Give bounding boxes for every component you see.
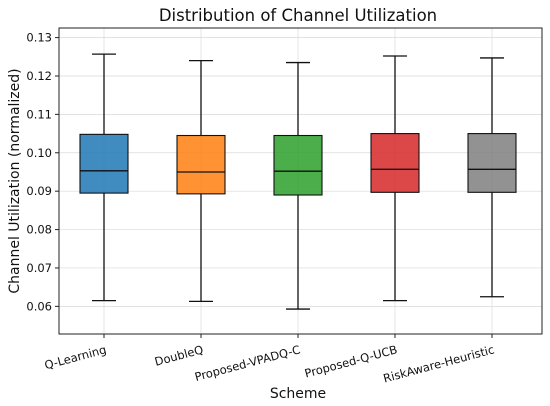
plot-frame	[58, 27, 543, 335]
x-tick-label: RiskAware-Heuristic	[382, 342, 496, 385]
box-iqr	[273, 134, 323, 196]
box-group	[176, 59, 226, 303]
x-tick-label: Q-Learning	[43, 342, 108, 372]
y-tick-label: 0.07	[26, 261, 52, 275]
y-tick-label: 0.10	[26, 146, 52, 160]
box-iqr	[79, 133, 129, 194]
chart-title: Distribution of Channel Utilization	[159, 6, 437, 25]
boxes-layer	[79, 53, 517, 310]
x-axis-label: Scheme	[270, 386, 326, 402]
y-tick-label: 0.06	[26, 299, 52, 313]
x-tick-label: DoubleQ	[153, 342, 205, 368]
y-tick-label: 0.12	[26, 69, 52, 83]
box-group	[467, 57, 517, 298]
box-iqr	[176, 134, 226, 195]
y-tick-label: 0.08	[26, 223, 52, 237]
box-iqr	[467, 133, 517, 193]
box-group	[79, 53, 129, 302]
y-axis-label: Channel Utilization (normalized)	[7, 68, 23, 293]
box-group	[273, 61, 323, 310]
box-iqr	[370, 133, 420, 193]
y-tick-label: 0.11	[26, 107, 52, 121]
x-tick-label: Proposed-VPADQ-C	[193, 342, 302, 384]
y-axis: 0.06 0.07 0.08 0.09 0.10 0.11 0.12 0.13	[26, 31, 59, 313]
box-group	[370, 55, 420, 302]
y-tick-label: 0.09	[26, 184, 52, 198]
y-tick-label: 0.13	[26, 31, 52, 45]
